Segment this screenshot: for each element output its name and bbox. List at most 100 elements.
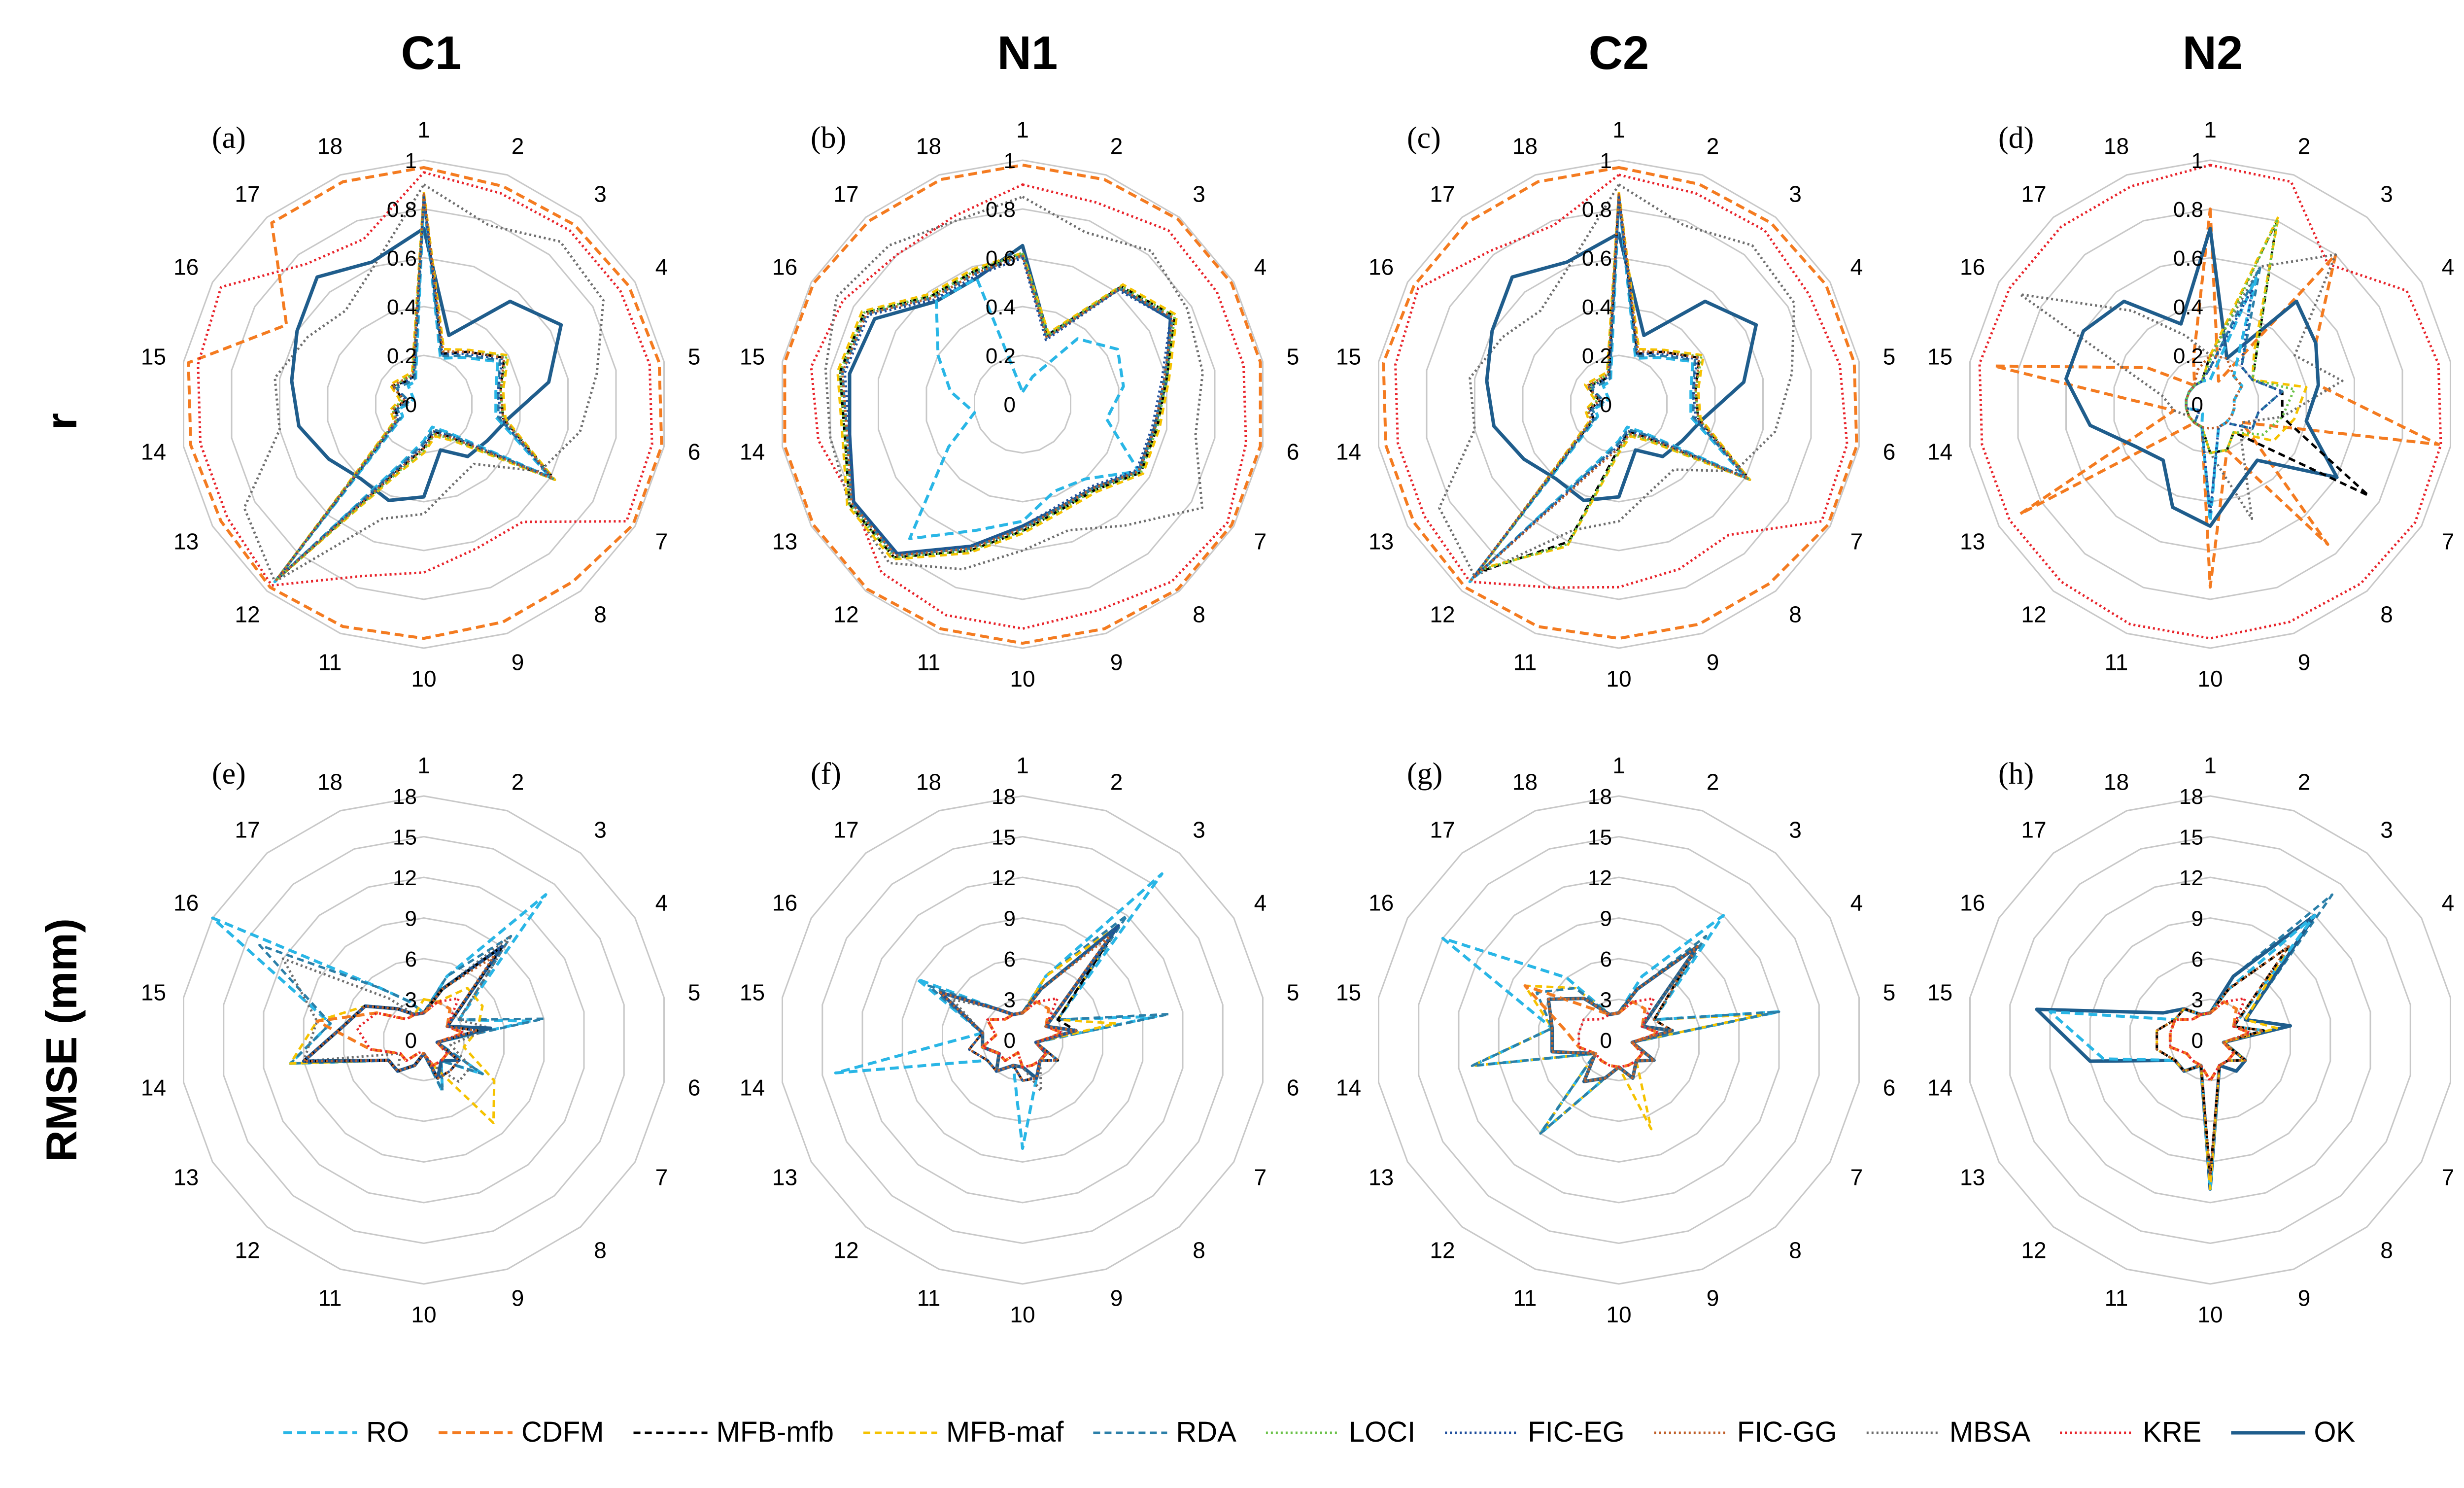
legend-item-loci: LOCI <box>1266 1416 1415 1448</box>
spoke-label: 14 <box>1927 439 1952 465</box>
spoke-label: 2 <box>1110 134 1123 159</box>
series-line-kre <box>2169 997 2252 1082</box>
spoke-label: 10 <box>411 666 436 692</box>
legend-label: MBSA <box>1950 1416 2031 1448</box>
tick-label: 9 <box>2191 907 2203 931</box>
spoke-label: 12 <box>2021 1238 2046 1263</box>
spoke-label: 7 <box>655 1165 668 1190</box>
radar-panel: 12345678910111213141516171800.20.40.60.8… <box>740 117 1299 692</box>
radar-panels: 12345678910111213141516171800.20.40.60.8… <box>141 117 2455 1327</box>
series-line-mbsa <box>951 934 1111 1092</box>
spoke-label: 5 <box>688 344 701 369</box>
spoke-label: 12 <box>1430 602 1455 627</box>
legend-label: FIC-GG <box>1737 1416 1837 1448</box>
series-line-cdfm <box>783 163 1262 645</box>
legend-item-mfb-maf: MFB-maf <box>863 1416 1064 1448</box>
legend-item-ro: RO <box>283 1416 409 1448</box>
spoke-label: 13 <box>173 529 199 554</box>
spoke-label: 10 <box>2197 1302 2223 1327</box>
legend-item-rda: RDA <box>1093 1416 1236 1448</box>
tick-label: 1 <box>1004 149 1016 173</box>
series-line-fic-gg <box>1470 193 1749 581</box>
tick-label: 0.2 <box>2173 344 2203 368</box>
series-line-kre <box>197 171 653 587</box>
legend-label: MFB-maf <box>946 1416 1064 1448</box>
spoke-label: 8 <box>1789 602 1802 627</box>
row-title-r: r <box>37 413 86 430</box>
grid-ring <box>1378 795 1860 1285</box>
spoke-label: 11 <box>2105 649 2128 675</box>
grid-ring <box>2017 208 2403 600</box>
spoke-label: 6 <box>1287 1075 1300 1101</box>
grid-ring <box>861 876 1184 1204</box>
spoke-label: 18 <box>2104 769 2129 795</box>
tick-label: 0.8 <box>2173 198 2203 222</box>
series-line-loci <box>839 251 1176 559</box>
spoke-label: 6 <box>1287 439 1300 465</box>
tick-label: 0.8 <box>986 198 1016 222</box>
spoke-label: 3 <box>594 817 607 842</box>
series-line-fic-eg <box>843 256 1172 555</box>
legend-item-mbsa: MBSA <box>1866 1416 2031 1448</box>
spoke-label: 11 <box>1513 649 1537 675</box>
spoke-label: 17 <box>833 817 858 842</box>
series-line-fic-eg <box>1472 195 1747 580</box>
grid-ring <box>974 354 1071 454</box>
spoke-label: 2 <box>1707 134 1719 159</box>
legend-item-mfb-mfb: MFB-mfb <box>633 1416 834 1448</box>
spoke-label: 3 <box>2380 817 2393 842</box>
spoke-label: 17 <box>1430 817 1455 842</box>
spoke-label: 11 <box>917 1285 941 1311</box>
tick-label: 12 <box>1588 866 1612 890</box>
grid-ring <box>821 835 1224 1245</box>
legend-label: RDA <box>1176 1416 1236 1448</box>
spoke-label: 11 <box>318 1285 342 1311</box>
grid-ring <box>1969 795 2451 1285</box>
series-line-fic-gg <box>1547 945 1699 1083</box>
tick-label: 0 <box>405 393 417 417</box>
spoke-label: 5 <box>688 979 701 1005</box>
tick-label: 0.6 <box>387 246 417 271</box>
spoke-label: 15 <box>1336 979 1361 1005</box>
grid-ring <box>183 159 665 649</box>
spoke-label: 16 <box>173 254 199 280</box>
spoke-label: 4 <box>1850 890 1863 916</box>
series-line-cdfm <box>1382 166 1858 640</box>
grid-ring <box>2129 958 2291 1122</box>
spoke-label: 7 <box>2442 529 2455 554</box>
spoke-label: 6 <box>688 1075 701 1101</box>
spoke-label: 13 <box>1369 1165 1394 1190</box>
spoke-label: 17 <box>833 181 858 207</box>
spoke-label: 5 <box>1883 979 1896 1005</box>
spoke-label: 16 <box>1369 254 1394 280</box>
radar-panel: 12345678910111213141516171800.20.40.60.8… <box>141 117 700 692</box>
spoke-label: 6 <box>688 439 701 465</box>
series-line-cdfm <box>315 1000 466 1067</box>
spoke-label: 15 <box>740 344 765 369</box>
spoke-label: 4 <box>655 254 668 280</box>
panel-label: (f) <box>811 757 841 791</box>
spoke-label: 7 <box>655 529 668 554</box>
tick-label: 12 <box>2179 866 2203 890</box>
tick-label: 0.4 <box>986 295 1016 319</box>
panel-label: (h) <box>1998 757 2034 791</box>
spoke-label: 17 <box>235 817 260 842</box>
spoke-label: 4 <box>1850 254 1863 280</box>
spoke-label: 4 <box>655 890 668 916</box>
spoke-label: 3 <box>594 181 607 207</box>
spoke-label: 17 <box>235 181 260 207</box>
tick-label: 18 <box>1588 785 1612 809</box>
tick-label: 6 <box>2191 947 2203 971</box>
spoke-label: 14 <box>1336 1075 1361 1101</box>
spoke-label: 7 <box>2442 1165 2455 1190</box>
series-line-kre <box>810 183 1247 630</box>
grid-ring <box>2009 835 2411 1245</box>
spoke-label: 14 <box>141 439 166 465</box>
spoke-label: 1 <box>1016 753 1029 778</box>
series-line-ok <box>2064 227 2339 528</box>
series-line-mfb-maf <box>836 251 1178 561</box>
tick-label: 0 <box>2191 393 2203 417</box>
spoke-label: 13 <box>1960 1165 1985 1190</box>
